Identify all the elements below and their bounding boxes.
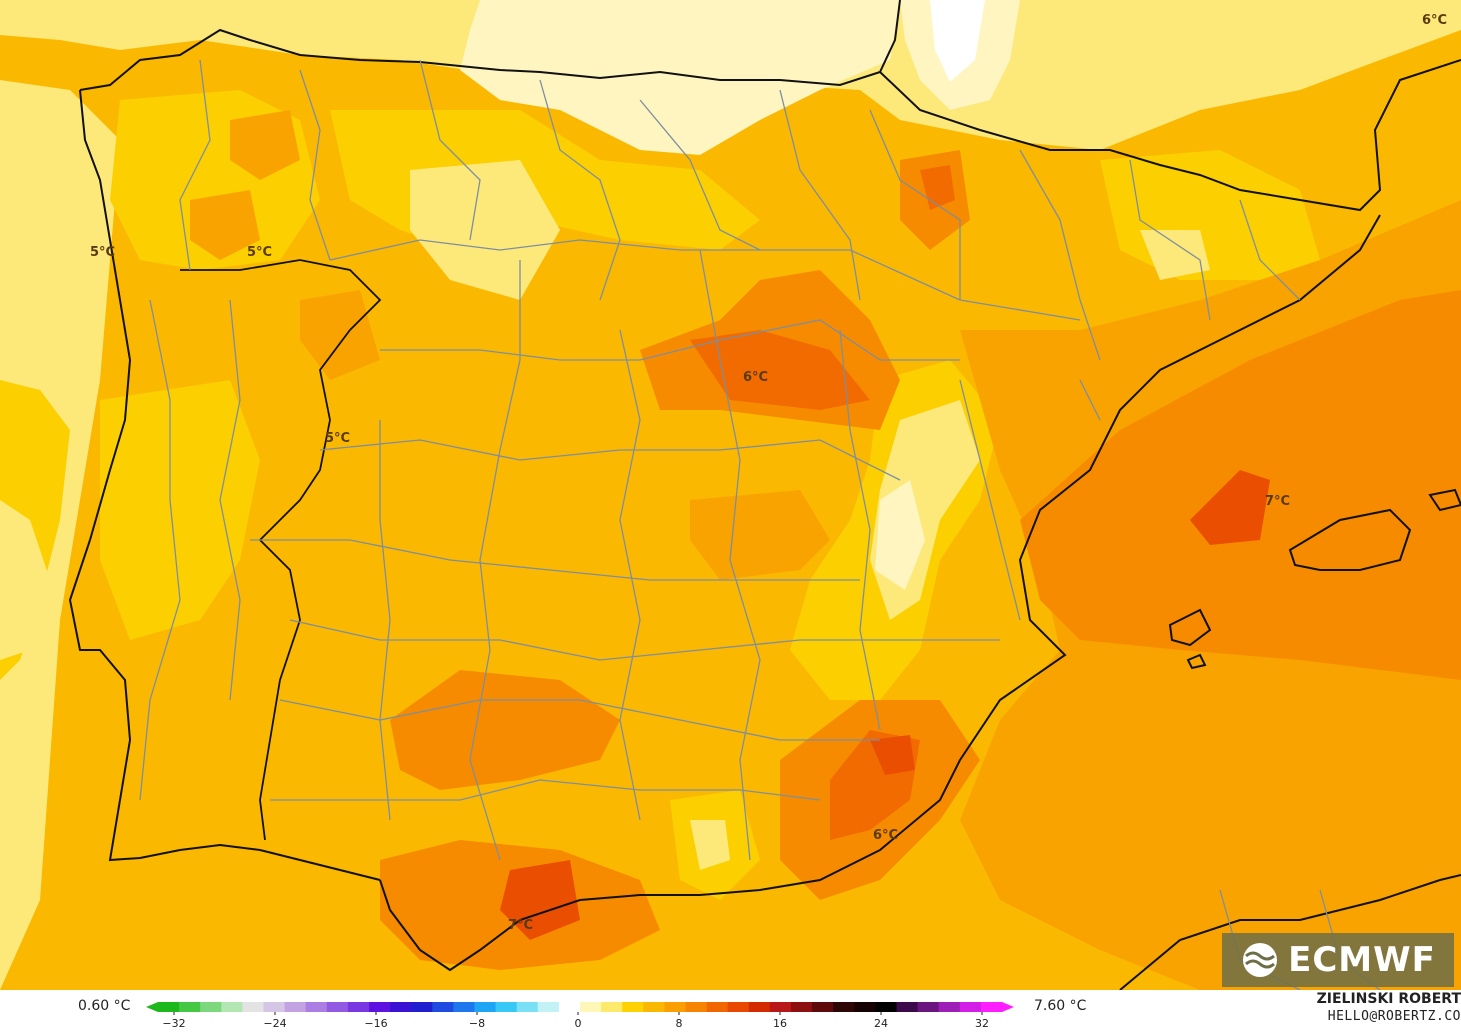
ecmwf-logo-text: ECMWF — [1288, 940, 1436, 980]
contour-orange-light-salamanca — [300, 290, 380, 380]
scale-bin — [917, 1002, 940, 1012]
scale-bin — [643, 1002, 665, 1012]
scale-tick-label: 8 — [676, 1017, 683, 1030]
contour-orange-light-ourense — [190, 190, 260, 260]
scale-tick-label: −16 — [364, 1017, 387, 1030]
scale-bin — [537, 1002, 560, 1012]
scale-tick-label: −32 — [162, 1017, 185, 1030]
scale-bin — [369, 1002, 391, 1012]
temp-label-galicia-inland: 5°C — [247, 245, 272, 260]
temperature-map: 6°C 5°C 5°C 6°C 5°C 7°C 6°C 7°C ECMWF — [0, 0, 1461, 990]
scale-bin — [453, 1002, 475, 1012]
author-name: ZIELINSKI ROBERT — [1316, 991, 1461, 1007]
author-email: HELLO@ROBERTZ.CO — [1327, 1009, 1461, 1024]
mallorca-outline — [1288, 508, 1412, 571]
scale-tick-label: 32 — [975, 1017, 989, 1030]
contour-white-pyrenees — [930, 0, 985, 82]
scale-bin — [580, 1002, 602, 1012]
scale-bin — [748, 1002, 771, 1012]
contour-orange-light-galicia — [230, 110, 300, 180]
north-coastline — [79, 0, 901, 91]
temp-label-pyrenees-east: 6°C — [1422, 13, 1447, 28]
scale-bin — [347, 1002, 370, 1012]
mediterranean-coastline — [379, 214, 1381, 972]
temp-label-malaga: 7°C — [508, 918, 533, 933]
scale-bin — [474, 1002, 497, 1012]
contour-pale-basque — [460, 0, 900, 155]
scale-bin — [158, 1002, 180, 1012]
scale-bin — [179, 1002, 201, 1012]
scale-bin — [769, 1002, 792, 1012]
scale-arrow-right — [1002, 1002, 1014, 1012]
color-scale-bins — [146, 1002, 1014, 1012]
scale-tick-label: 24 — [874, 1017, 888, 1030]
scale-bin — [601, 1002, 623, 1012]
formentera-outline — [1186, 653, 1207, 670]
scale-bin — [221, 1002, 243, 1012]
scale-bin — [411, 1002, 433, 1012]
scale-bin — [200, 1002, 222, 1012]
scale-tick-label: 16 — [773, 1017, 787, 1030]
contour-light-yellow-portugal-coast — [0, 500, 50, 660]
province-borders — [139, 59, 1381, 990]
ecmwf-logo: ECMWF — [1222, 933, 1454, 987]
scale-bin — [685, 1002, 708, 1012]
pyrenees-border — [879, 59, 1461, 212]
contour-yellow-central-portugal — [100, 380, 260, 640]
portugal-spain-border — [180, 259, 382, 841]
scale-bin — [305, 1002, 328, 1012]
scale-bin — [959, 1002, 982, 1012]
scale-bin — [896, 1002, 919, 1012]
ibiza-outline — [1168, 608, 1212, 647]
scale-bin — [812, 1002, 834, 1012]
contour-deep-orange-madrid — [690, 330, 870, 410]
temp-label-almeria: 6°C — [873, 828, 898, 843]
scale-bin — [326, 1002, 349, 1012]
contour-red-orange-mallorca — [1190, 470, 1270, 545]
scale-min-label: 0.60 °C — [78, 998, 131, 1014]
temp-label-madrid: 6°C — [743, 370, 768, 385]
color-scale: −32 −24 −16 −8 0 8 16 24 32 — [146, 1002, 1014, 1030]
contour-red-orange-murcia — [870, 735, 915, 775]
contour-light-yellow-atlantic — [0, 80, 120, 990]
temp-label-balearic: 7°C — [1265, 494, 1290, 509]
scale-bin — [516, 1002, 539, 1012]
contour-light-yellow-sierra-nevada — [690, 820, 730, 870]
contour-light-yellow-lleida — [1140, 230, 1210, 280]
scale-bin — [664, 1002, 686, 1012]
contour-light-yellow-burgos — [410, 160, 560, 300]
color-scale-ticks: −32 −24 −16 −8 0 8 16 24 32 — [162, 1012, 989, 1030]
scale-bin — [875, 1002, 897, 1012]
atlantic-coastline — [68, 89, 381, 881]
scale-bin — [854, 1002, 876, 1012]
scale-bin — [432, 1002, 454, 1012]
scale-bin — [622, 1002, 644, 1012]
scale-arrow-left — [146, 1002, 158, 1012]
scale-bin — [495, 1002, 518, 1012]
scale-tick-label: −8 — [469, 1017, 485, 1030]
map-canvas: 6°C 5°C 5°C 6°C 5°C 7°C 6°C 7°C — [0, 0, 1461, 990]
scale-bin — [284, 1002, 307, 1012]
scale-tick-label: 0 — [575, 1017, 582, 1030]
scale-bin — [263, 1002, 286, 1012]
legend-bar: 0.60 °C −32 −24 −16 −8 0 8 16 24 32 7.60 °C ZIEL… — [0, 990, 1461, 1035]
temp-label-galicia-coast: 5°C — [90, 245, 115, 260]
scale-bin — [833, 1002, 855, 1012]
contour-orange-light-la-mancha — [690, 490, 830, 580]
scale-bin — [938, 1002, 961, 1012]
scale-tick-label: −24 — [263, 1017, 286, 1030]
contour-pale-teruel — [875, 480, 925, 590]
scale-bin — [390, 1002, 412, 1012]
scale-bin — [980, 1002, 1003, 1012]
menorca-outline — [1428, 488, 1461, 512]
scale-bin — [791, 1002, 813, 1012]
scale-max-label: 7.60 °C — [1034, 998, 1087, 1014]
north-africa-coastline — [1119, 874, 1461, 990]
scale-bin — [727, 1002, 750, 1012]
ecmwf-wave-icon — [1243, 943, 1278, 977]
temp-label-extremadura: 5°C — [325, 431, 350, 446]
scale-bin — [558, 1002, 581, 1012]
scale-bin — [242, 1002, 264, 1012]
scale-bin — [706, 1002, 729, 1012]
